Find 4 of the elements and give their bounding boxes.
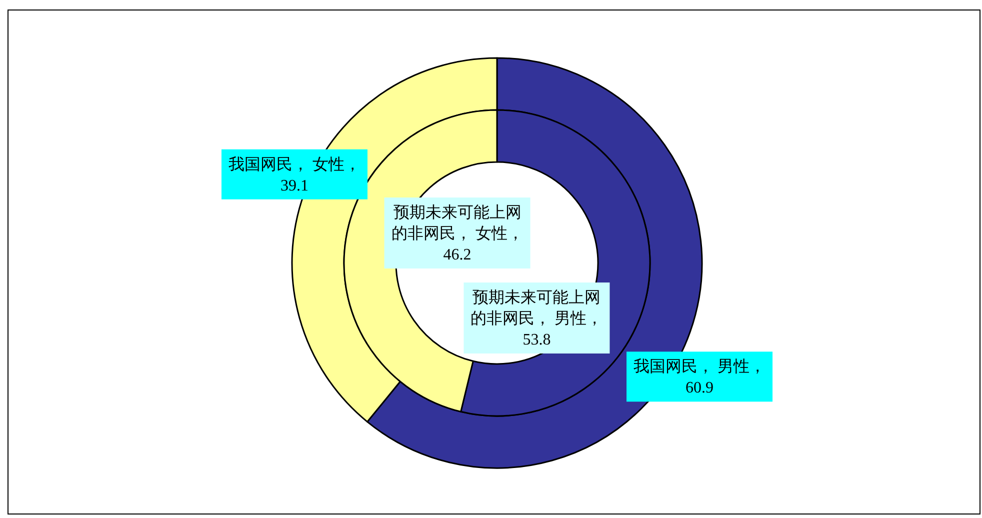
data-label: 预期未来可能上网的非网民， 女性， 46.2 <box>391 204 524 264</box>
data-label: 我国网民， 女性， 39.1 <box>228 155 360 194</box>
data-label: 我国网民， 男性， 60.9 <box>634 358 766 397</box>
data-label: 预期未来可能上网的非网民， 男性， 53.8 <box>470 288 603 348</box>
